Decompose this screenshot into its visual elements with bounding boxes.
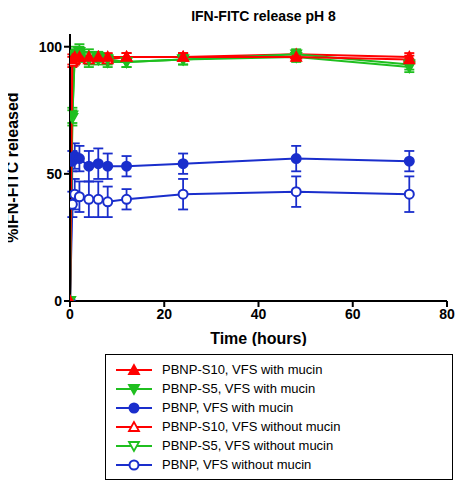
svg-text:40: 40 [251,306,267,322]
svg-text:0: 0 [66,306,74,322]
html-text:PBNP-S10, VFS without mucin: PBNP-S10, VFS without mucin [162,419,341,434]
html-text:PBNP-S5, VFS without mucin: PBNP-S5, VFS without mucin [162,438,334,453]
svg-text:50: 50 [46,166,62,182]
html-text:PBNP-S5, VFS with mucin: PBNP-S5, VFS with mucin [162,381,316,396]
html-text:IFN-FITC release pH 8: IFN-FITC release pH 8 [191,8,336,24]
svg-text:60: 60 [345,306,361,322]
html-text:PBNP, VFS with mucin: PBNP, VFS with mucin [162,400,294,415]
svg-text:0: 0 [54,293,62,309]
svg-text:Time (hours): Time (hours) [210,330,307,346]
html-text:PBNP-S10, VFS with mucin: PBNP-S10, VFS with mucin [162,362,323,377]
html-text:PBNP, VFS without mucin: PBNP, VFS without mucin [162,457,312,472]
svg-text:%IFN-FITC released: %IFN-FITC released [8,92,21,242]
svg-text:100: 100 [39,39,63,55]
svg-text:20: 20 [156,306,172,322]
svg-text:80: 80 [439,306,455,322]
